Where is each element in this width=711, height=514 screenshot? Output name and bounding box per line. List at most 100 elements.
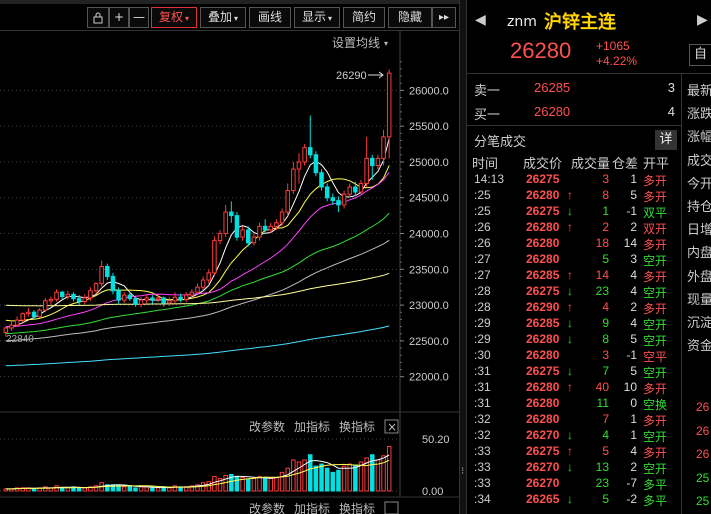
yincang-button[interactable]: 隐藏 <box>388 7 432 28</box>
trade-time: :32 <box>474 412 491 426</box>
trade-direction-icon: ↑ <box>567 220 573 234</box>
candle-body <box>291 168 296 192</box>
candle-body <box>82 297 87 303</box>
candle-body <box>105 265 110 277</box>
trade-row: :29 26285 ↓ 9 4 空开 <box>467 315 681 332</box>
trade-nature: 双开 <box>643 222 668 236</box>
trade-time: :30 <box>474 348 491 362</box>
stat-label: 日增 <box>687 223 711 239</box>
candle-body <box>217 233 223 242</box>
more-icon[interactable]: ▸▸ <box>432 7 456 28</box>
candle-body <box>262 225 268 231</box>
trade-price: 26270 <box>526 476 560 490</box>
volume-bar <box>381 455 386 492</box>
volume-bar <box>308 454 313 492</box>
close-subchart2-button[interactable] <box>384 501 399 514</box>
lock-icon[interactable] <box>87 7 109 28</box>
candle-body <box>76 298 82 303</box>
self-select-button[interactable]: 自 <box>689 44 711 66</box>
kline-chart[interactable]: 设置均线 ▾ 26000.0 25500.0 25000.0 24500.0 24000… <box>0 31 459 514</box>
trade-nature: 空平 <box>643 350 668 364</box>
fuquan-label: 复权 <box>158 10 183 24</box>
level-price: 26 <box>696 423 710 438</box>
trade-price: 26280 <box>526 188 560 202</box>
trade-oi-change: 1 <box>630 428 637 442</box>
trade-price: 26290 <box>526 300 560 314</box>
bid-volume: 4 <box>667 104 675 119</box>
volume-bar <box>274 477 279 492</box>
change-params-button-2[interactable]: 改参数 <box>249 501 285 514</box>
trade-price: 26280 <box>526 348 560 362</box>
trade-price: 26280 <box>526 252 560 266</box>
ma-settings-button[interactable]: 设置均线 <box>332 36 380 50</box>
level-price: 25 <box>696 470 710 485</box>
close-subchart-button[interactable] <box>384 419 399 434</box>
trade-row: :33 26275 ↑ 5 4 多开 <box>467 443 681 460</box>
change-params-button[interactable]: 改参数 <box>249 419 285 434</box>
close-icon: × <box>387 420 397 434</box>
volume-bar <box>167 487 172 492</box>
candle-body <box>150 297 155 300</box>
candle-body <box>14 319 20 326</box>
candle-body <box>48 298 54 302</box>
add-indicator-button-2[interactable]: 加指标 <box>294 501 330 514</box>
candle-body <box>189 291 195 296</box>
trade-nature: 多开 <box>643 382 668 396</box>
divider <box>467 125 681 126</box>
trade-oi-change: 4 <box>630 316 637 330</box>
detail-button[interactable]: 详 <box>655 130 677 150</box>
candle-body <box>167 300 172 304</box>
candle-body <box>353 186 358 193</box>
col-price: 成交价 <box>523 157 563 172</box>
xianshi-button[interactable]: 显示 ▾ <box>294 7 340 28</box>
volume-bar <box>155 487 161 492</box>
volume-bar <box>172 485 178 492</box>
trade-row: :29 26280 ↓ 8 5 空开 <box>467 331 681 348</box>
trade-nature: 双平 <box>643 206 668 220</box>
price-change: +1065 <box>596 39 630 53</box>
ma-line <box>5 138 390 328</box>
trade-direction-icon: ↑ <box>567 300 573 314</box>
zoom-out-button[interactable]: — <box>129 7 149 28</box>
col-time: 时间 <box>472 157 499 172</box>
trade-nature: 空开 <box>643 334 668 348</box>
low-marker: 22840 <box>6 334 34 345</box>
switch-indicator-button-2[interactable]: 换指标 <box>339 501 375 514</box>
trades-header: 时间 成交价 成交量 仓差 开平 <box>467 153 681 172</box>
stat-label: 现量 <box>687 292 711 308</box>
diejia-button[interactable]: 叠加 ▾ <box>200 7 246 28</box>
trades-list[interactable]: 14:13 26275 3 1 多开:25 26280 ↑ 8 5 多开:25 26275 ↓ 1 -1 双… <box>467 171 681 508</box>
add-indicator-button[interactable]: 加指标 <box>294 419 330 434</box>
candle-body <box>206 272 212 281</box>
col-open-close: 开平 <box>643 157 670 172</box>
bid-label: 买一 <box>474 108 501 123</box>
trade-oi-change: 5 <box>630 188 637 202</box>
ma-line <box>5 212 390 335</box>
candle-body <box>155 297 161 300</box>
price-axis: 26000.0 25500.0 25000.0 24500.0 24000.0 23500… <box>400 61 449 384</box>
symbol-code: znm <box>507 14 537 30</box>
next-symbol-icon[interactable]: ▶ <box>697 12 708 28</box>
trade-row: :26 26280 18 14 多开 <box>467 235 681 252</box>
candle-body <box>313 154 319 174</box>
volume-bar <box>370 454 375 492</box>
switch-indicator-button[interactable]: 换指标 <box>339 419 375 434</box>
volume-bar <box>324 467 330 492</box>
previous-symbol-icon[interactable]: ◀ <box>475 12 486 28</box>
trade-direction-icon: ↑ <box>567 188 573 202</box>
trade-oi-change: 4 <box>630 444 637 458</box>
trade-price: 26275 <box>526 284 560 298</box>
trade-price: 26275 <box>526 364 560 378</box>
trade-volume: 5 <box>602 492 609 506</box>
huaxian-button[interactable]: 画线 <box>249 7 291 28</box>
panel-splitter[interactable]: ⁝ <box>459 0 467 514</box>
zoom-in-button[interactable]: + <box>109 7 129 28</box>
chart-grid <box>0 31 401 497</box>
volume-bar <box>121 486 127 492</box>
trade-oi-change: 14 <box>623 236 637 250</box>
candle-body <box>251 236 257 244</box>
fuquan-button[interactable]: 复权 ▾ <box>151 7 197 28</box>
volume-bar <box>279 471 285 492</box>
jianyue-button[interactable]: 简约 <box>343 7 385 28</box>
col-oi-change: 仓差 <box>612 157 639 172</box>
